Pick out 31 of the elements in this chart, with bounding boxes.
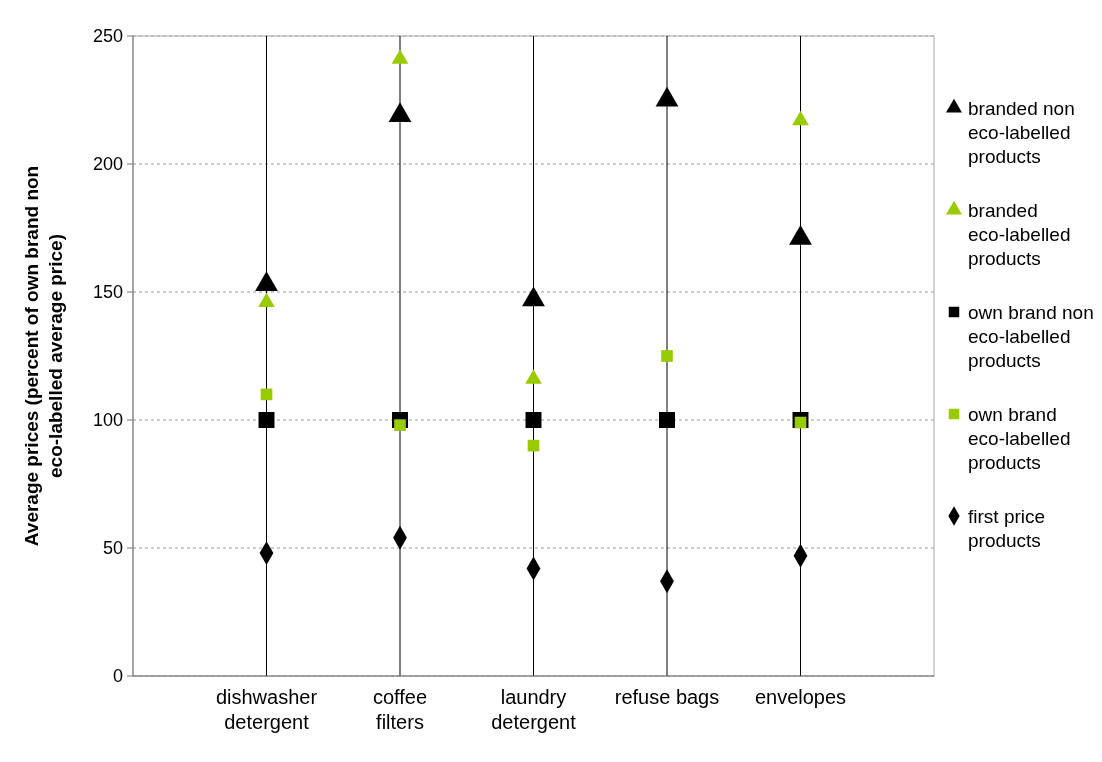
point	[655, 86, 679, 107]
legend-label: own brand eco-labelled products	[968, 403, 1071, 473]
point	[255, 271, 278, 291]
point	[525, 369, 542, 384]
legend-label: first price products	[968, 505, 1046, 551]
y-tick-label: 50	[102, 538, 123, 559]
point	[258, 292, 275, 308]
y-tick-label: 0	[112, 666, 123, 687]
point	[388, 102, 412, 122]
legend-label: branded non eco-labelled products	[968, 97, 1075, 167]
point	[394, 419, 406, 431]
y-tick-label: 250	[92, 26, 123, 47]
x-tick-label: refuse bags	[614, 686, 720, 708]
x-tick-label: envelopes	[754, 686, 847, 708]
x-tick-label: coffee filters	[372, 686, 428, 733]
point	[522, 286, 545, 307]
y-tick-label: 100	[92, 410, 123, 431]
point	[525, 412, 542, 428]
x-tick-label: laundry detergent	[491, 686, 577, 733]
legend-label: branded eco-labelled products	[968, 199, 1071, 269]
y-axis-title: Average prices (percent of own brand non eco-labelled average price)	[21, 165, 66, 547]
point	[792, 110, 809, 126]
point	[659, 412, 675, 428]
y-tick-label: 200	[92, 154, 123, 175]
legend-label: own brand non eco-labelled products	[968, 301, 1094, 371]
point	[391, 49, 409, 64]
point	[258, 412, 275, 428]
point	[789, 225, 812, 245]
point	[661, 350, 673, 362]
y-tick-label: 150	[92, 282, 123, 303]
x-tick-label: dishwasher detergent	[215, 686, 318, 733]
